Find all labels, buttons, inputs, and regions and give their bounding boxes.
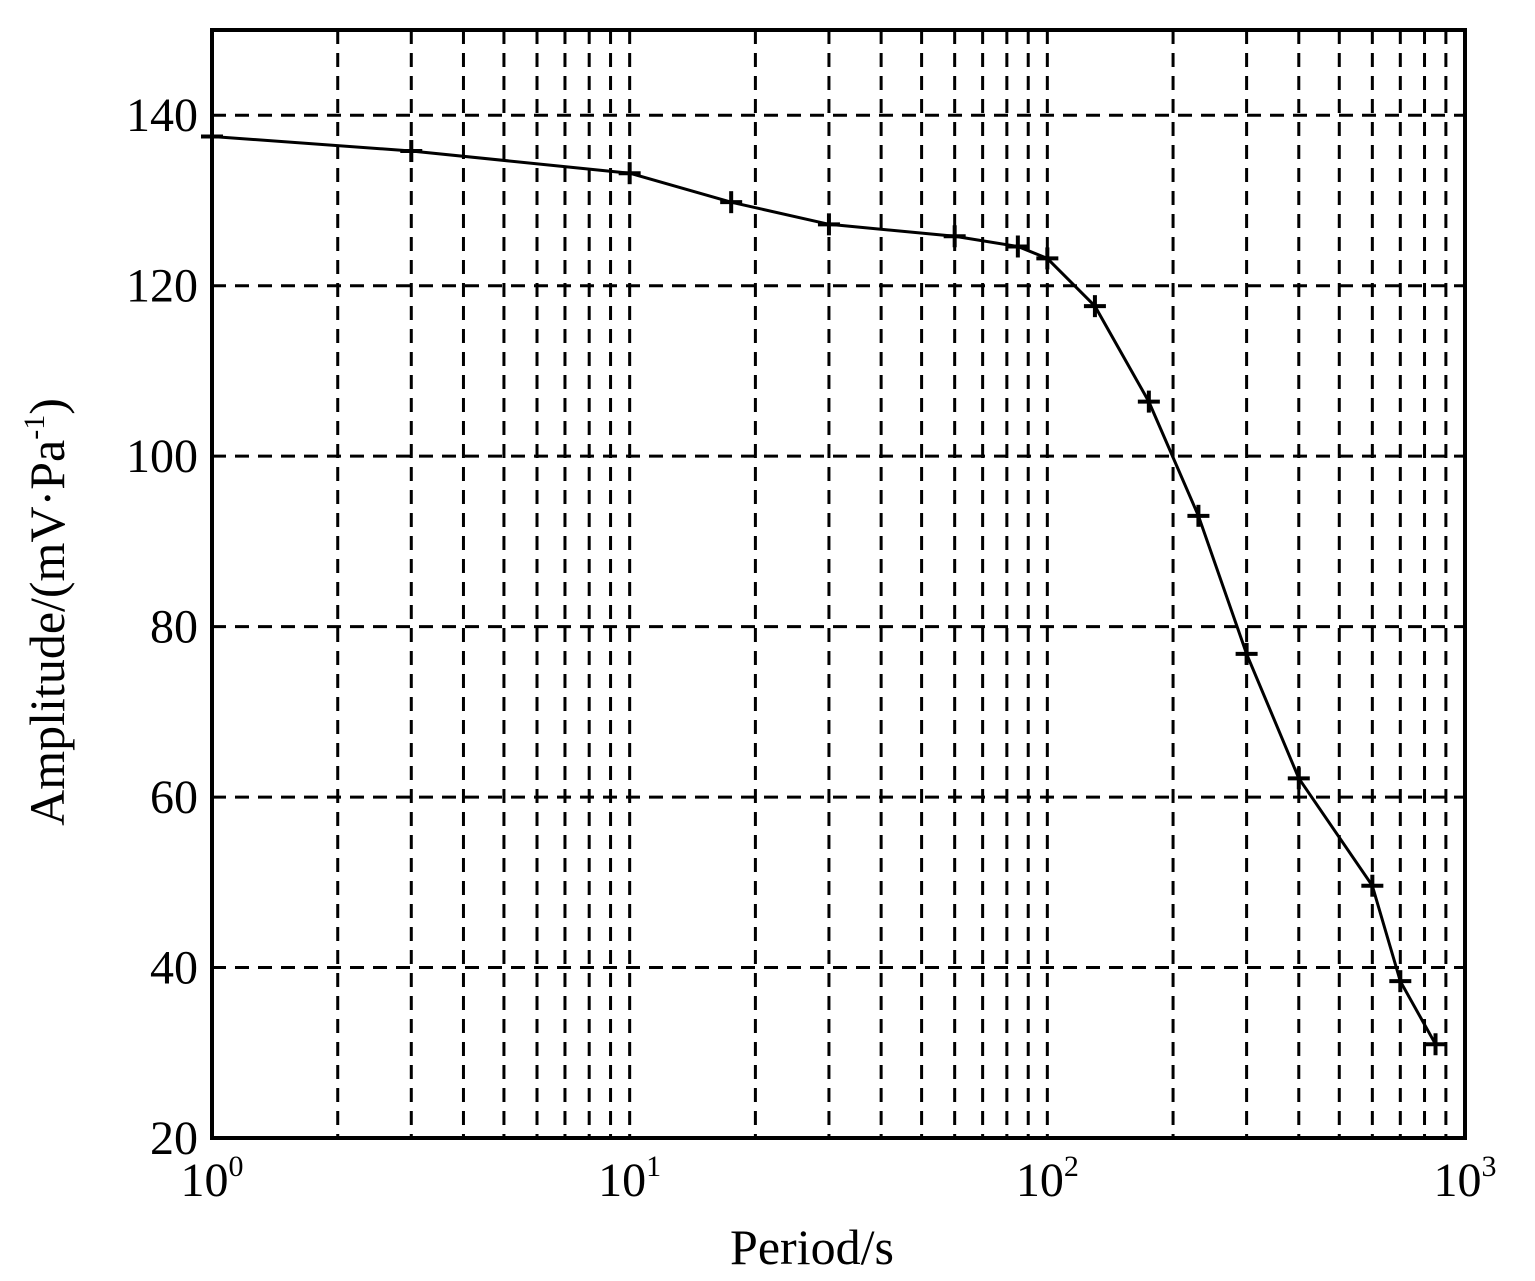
data-series	[211, 135, 1437, 1045]
x-axis-title: Period/s	[730, 1219, 894, 1275]
data-point-marker	[1287, 767, 1310, 790]
data-point-marker	[1235, 642, 1258, 665]
grid-lines	[212, 30, 1465, 1138]
data-point-marker	[817, 213, 840, 236]
data-point-marker	[1036, 247, 1059, 270]
y-axis-title-main: Amplitude/(mV·Pa	[19, 440, 75, 826]
data-point-marker	[1137, 390, 1160, 413]
data-point-marker	[1083, 295, 1106, 318]
series-line	[211, 135, 1437, 1045]
data-point-marker	[1187, 504, 1210, 527]
y-axis-title: Amplitude/(mV·Pa-1)	[18, 398, 75, 826]
data-point-marker	[1361, 874, 1384, 897]
y-tick-label: 60	[150, 771, 198, 824]
y-tick-label: 120	[126, 260, 198, 313]
x-tick-label: 102	[1016, 1150, 1079, 1207]
y-axis-title-superscript: -1	[18, 415, 51, 440]
y-tick-label: 80	[150, 601, 198, 654]
data-point-marker	[943, 225, 966, 248]
y-axis-title-close: )	[19, 398, 75, 415]
data-markers	[201, 125, 1447, 1056]
y-tick-labels: 20 40 60 80 100 120 140	[126, 89, 198, 1165]
data-point-marker	[618, 162, 641, 185]
y-tick-label: 140	[126, 89, 198, 142]
data-point-marker	[1389, 970, 1412, 993]
data-point-marker	[1006, 235, 1029, 258]
x-tick-labels: 100 101 102 103	[181, 1150, 1497, 1207]
x-tick-label: 100	[181, 1150, 244, 1207]
data-point-marker	[400, 140, 423, 163]
x-tick-label: 101	[598, 1150, 661, 1207]
y-tick-label: 40	[150, 942, 198, 995]
plot-frame	[210, 28, 1467, 1140]
x-tick-label: 103	[1434, 1150, 1497, 1207]
y-tick-label: 20	[150, 1112, 198, 1165]
data-point-marker	[1424, 1033, 1447, 1056]
data-point-marker	[720, 191, 743, 214]
y-tick-label: 100	[126, 430, 198, 483]
